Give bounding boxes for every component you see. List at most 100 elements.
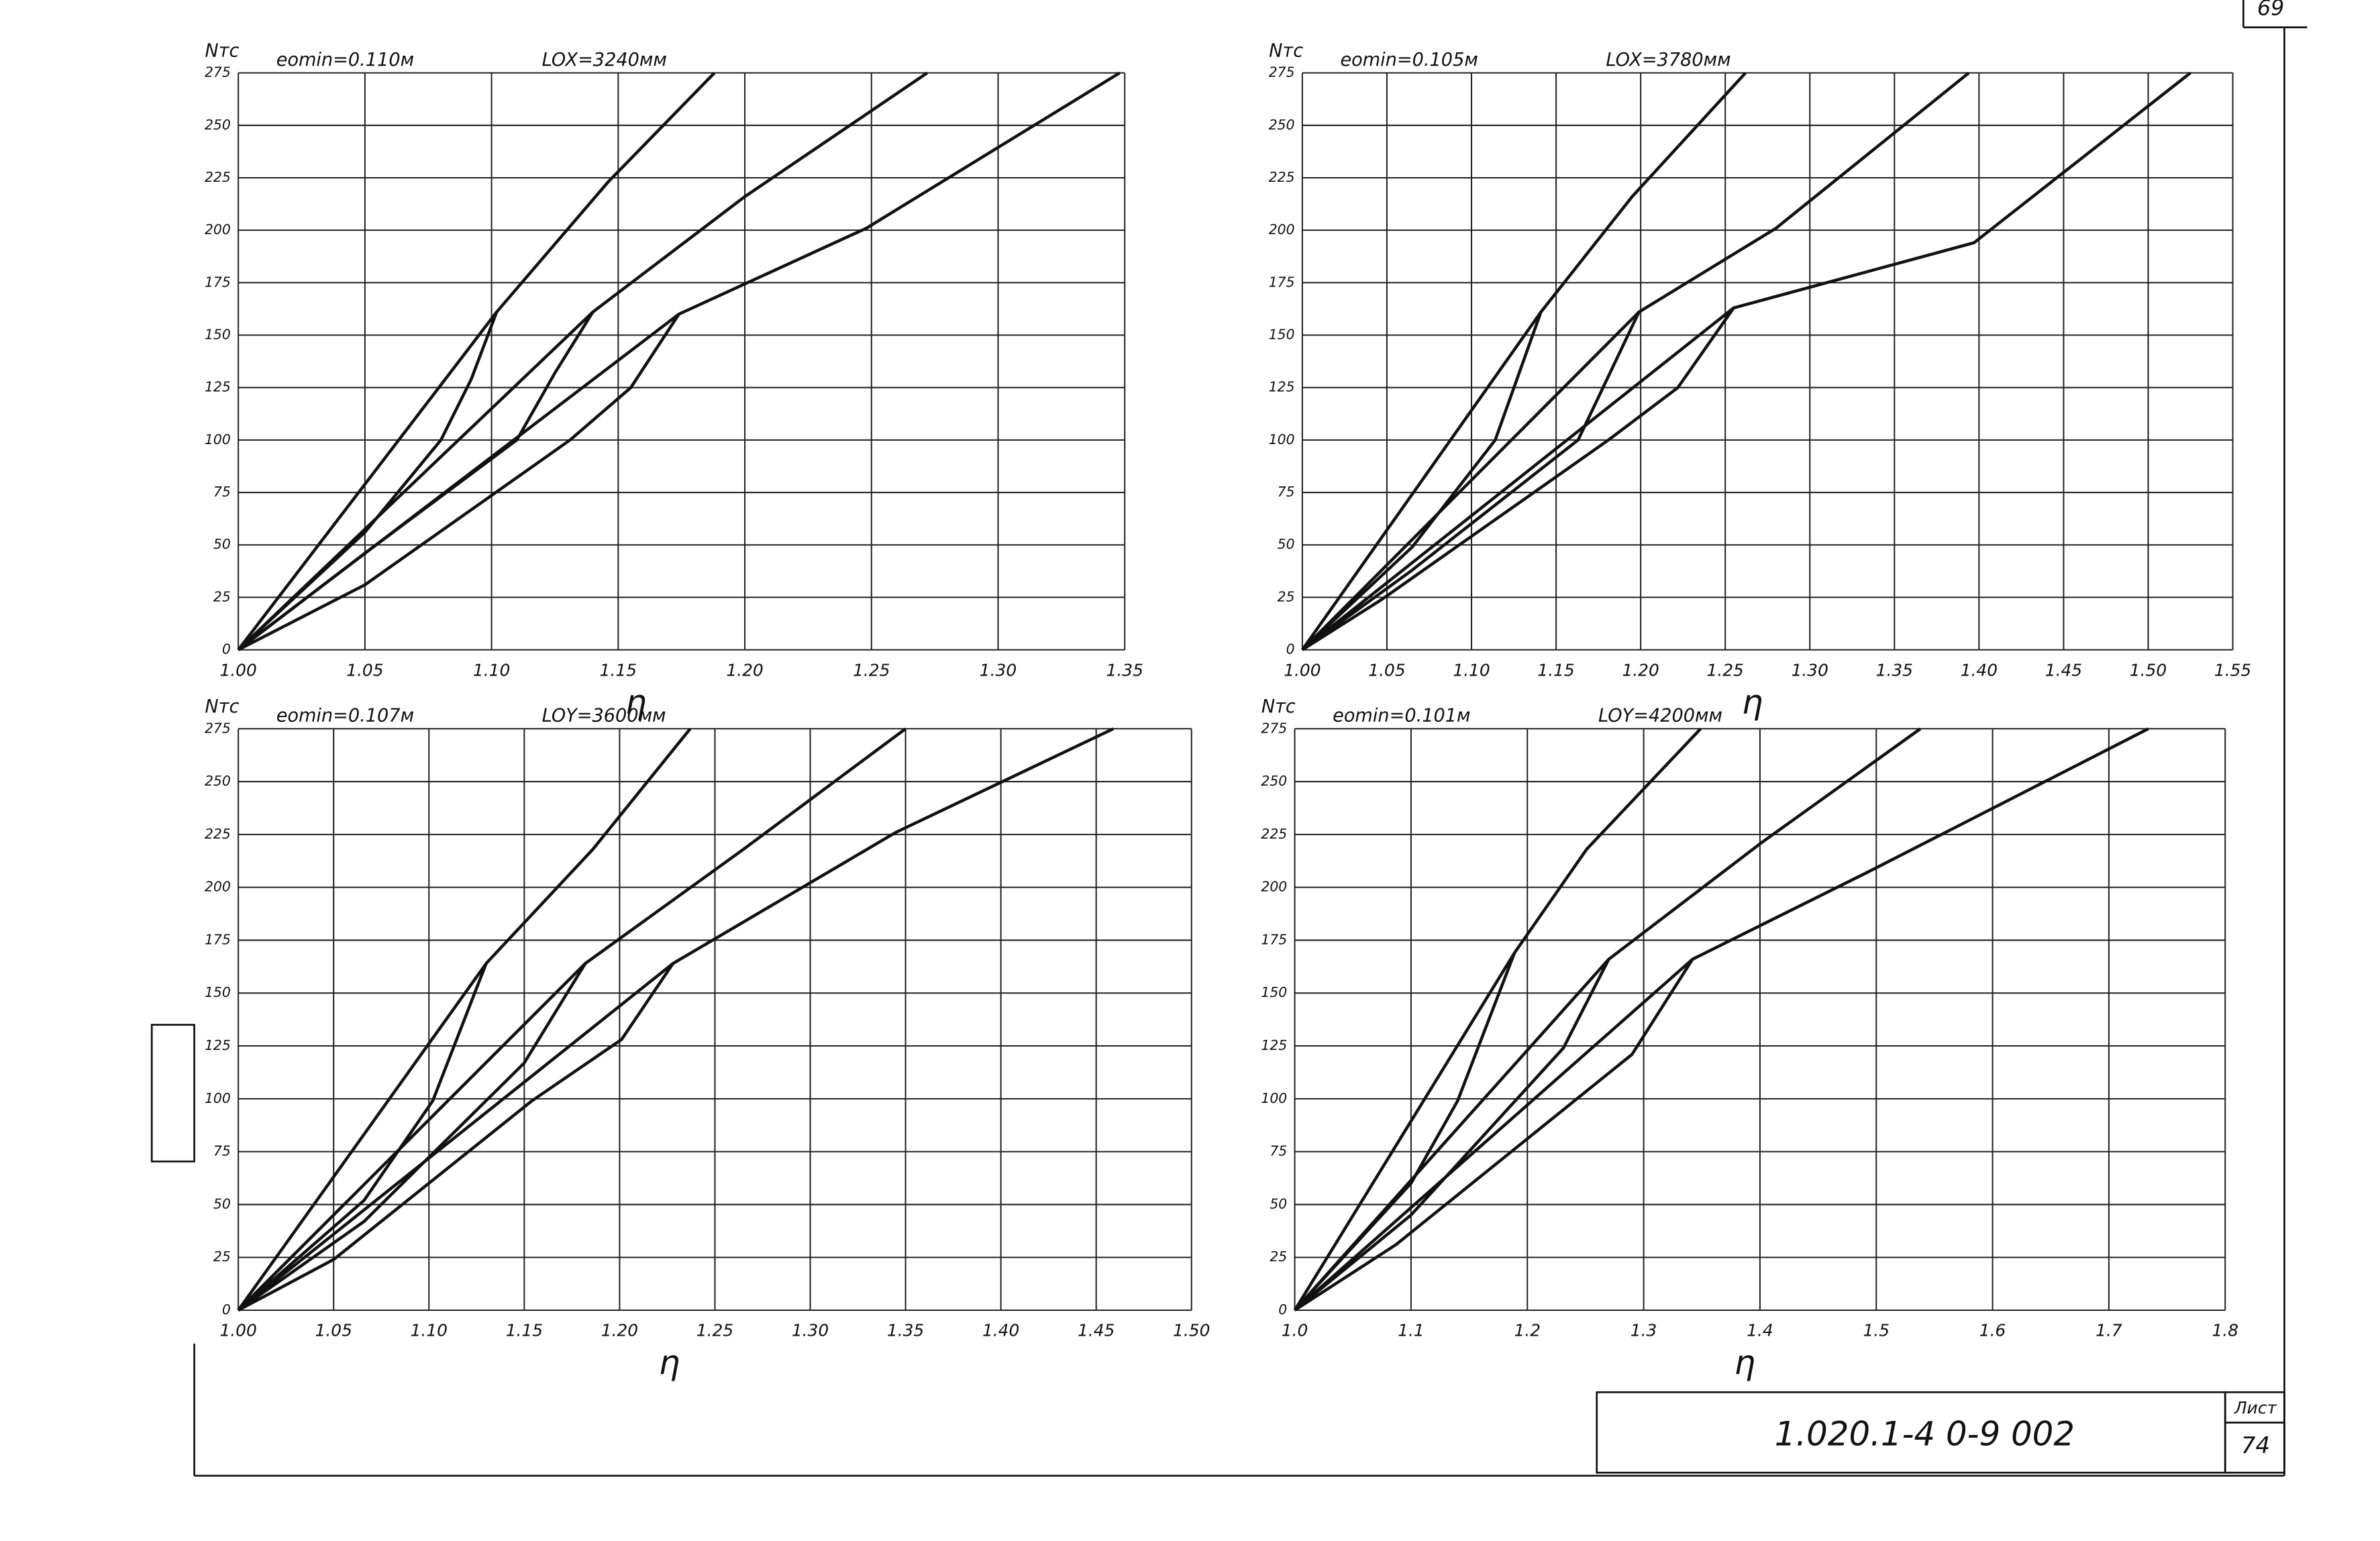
x-tick-label: 1.30	[792, 1321, 829, 1340]
annotation: eomin=0.105м	[1340, 50, 1478, 70]
y-tick-label: 25	[213, 1248, 231, 1265]
x-tick-label: 1.4	[1747, 1321, 1773, 1340]
x-tick-label: 1.15	[600, 660, 637, 680]
x-tick-label: 1.00	[219, 1321, 256, 1340]
x-tick-label: 1.20	[726, 660, 763, 680]
curve	[1301, 307, 1735, 651]
annotation: LOY=3600мм	[542, 706, 666, 727]
x-tick-label: 1.00	[219, 660, 256, 680]
annotation: LOY=4200мм	[1598, 706, 1722, 727]
x-tick-label: 1.0	[1282, 1321, 1308, 1340]
y-axis-label: Nтс	[1261, 696, 1296, 717]
curve	[1301, 311, 1543, 651]
y-tick-label: 0	[222, 641, 231, 657]
x-axis-label: η	[659, 1343, 680, 1382]
x-tick-label: 1.20	[1622, 660, 1659, 680]
curve	[1294, 727, 2149, 1312]
y-tick-label: 150	[1269, 327, 1295, 343]
curve	[237, 72, 716, 651]
x-axis-label: η	[1735, 1343, 1756, 1382]
x-tick-label: 1.35	[1106, 660, 1143, 680]
curve	[1301, 311, 1641, 651]
x-tick-label: 1.25	[696, 1321, 733, 1340]
y-tick-label: 200	[1261, 879, 1287, 895]
y-tick-label: 150	[1261, 984, 1287, 1000]
y-tick-label: 50	[1278, 536, 1295, 552]
x-tick-label: 1.25	[1707, 660, 1744, 680]
x-tick-label: 1.05	[346, 660, 383, 680]
y-tick-label: 200	[1269, 221, 1295, 237]
y-tick-label: 50	[213, 536, 231, 552]
y-tick-label: 225	[1261, 826, 1287, 842]
y-tick-label: 50	[213, 1195, 231, 1212]
curve	[1293, 727, 1922, 1312]
y-tick-label: 225	[205, 826, 231, 842]
annotation: eomin=0.101м	[1333, 706, 1470, 727]
y-tick-label: 0	[1278, 1301, 1287, 1318]
annotation: LOX=3240мм	[542, 50, 667, 70]
curve	[1301, 71, 2191, 651]
x-tick-label: 1.30	[980, 660, 1017, 680]
x-tick-label: 1.10	[1453, 660, 1490, 680]
annotation: eomin=0.110м	[276, 50, 414, 70]
x-tick-label: 1.10	[473, 660, 510, 680]
y-tick-label: 0	[1286, 641, 1295, 657]
y-tick-label: 175	[1269, 274, 1295, 290]
x-tick-label: 1.05	[1368, 660, 1405, 680]
curve	[237, 311, 499, 651]
curve	[238, 313, 680, 651]
y-tick-label: 250	[1269, 117, 1295, 133]
y-tick-label: 125	[1261, 1037, 1287, 1053]
x-axis-label: η	[1742, 683, 1763, 722]
annotation: eomin=0.107м	[276, 706, 414, 727]
y-tick-label: 75	[1270, 1143, 1287, 1159]
y-tick-label: 275	[205, 720, 231, 736]
x-tick-label: 1.50	[2130, 660, 2167, 680]
sheet-number: 74	[2241, 1433, 2270, 1459]
y-tick-label: 150	[205, 327, 231, 343]
x-tick-label: 1.50	[1173, 1321, 1210, 1340]
x-tick-label: 1.6	[1979, 1321, 2006, 1340]
annotation: LOX=3780мм	[1606, 50, 1730, 70]
y-tick-label: 250	[205, 773, 231, 789]
y-tick-label: 100	[1261, 1090, 1287, 1106]
y-tick-label: 125	[205, 1037, 231, 1053]
curve	[237, 727, 1115, 1312]
y-tick-label: 200	[205, 879, 231, 895]
x-tick-label: 1.7	[2096, 1321, 2122, 1340]
x-tick-label: 1.25	[853, 660, 890, 680]
x-tick-label: 1.1	[1398, 1321, 1425, 1340]
x-tick-label: 1.5	[1863, 1321, 1890, 1340]
y-tick-label: 100	[205, 1090, 231, 1106]
y-tick-label: 100	[1269, 431, 1295, 447]
curve	[1293, 727, 1702, 1312]
y-tick-label: 25	[213, 588, 231, 604]
curve	[237, 962, 587, 1312]
document-code: 1.020.1-4 0-9 002	[1775, 1414, 2075, 1453]
curve	[1293, 952, 1516, 1312]
curve	[237, 963, 488, 1312]
side-stamp-box	[150, 1024, 195, 1163]
y-tick-label: 150	[205, 984, 231, 1000]
x-tick-label: 1.45	[2045, 660, 2082, 680]
curve	[1294, 958, 1610, 1312]
y-tick-label: 275	[1261, 720, 1287, 736]
x-tick-label: 1.10	[411, 1321, 448, 1340]
y-tick-label: 175	[205, 931, 231, 947]
y-axis-label: Nтс	[205, 40, 239, 61]
curve	[237, 727, 907, 1312]
y-tick-label: 75	[1278, 484, 1295, 500]
x-tick-label: 1.45	[1078, 1321, 1115, 1340]
y-tick-label: 125	[205, 379, 231, 395]
x-tick-label: 1.15	[1537, 660, 1574, 680]
x-tick-label: 1.00	[1284, 660, 1321, 680]
y-tick-label: 250	[205, 117, 231, 133]
y-tick-label: 75	[213, 484, 231, 500]
x-axis-label: η	[625, 683, 647, 722]
y-tick-label: 275	[1269, 64, 1295, 81]
y-tick-label: 275	[205, 64, 231, 81]
y-tick-label: 100	[205, 431, 231, 447]
y-tick-label: 0	[222, 1301, 231, 1318]
